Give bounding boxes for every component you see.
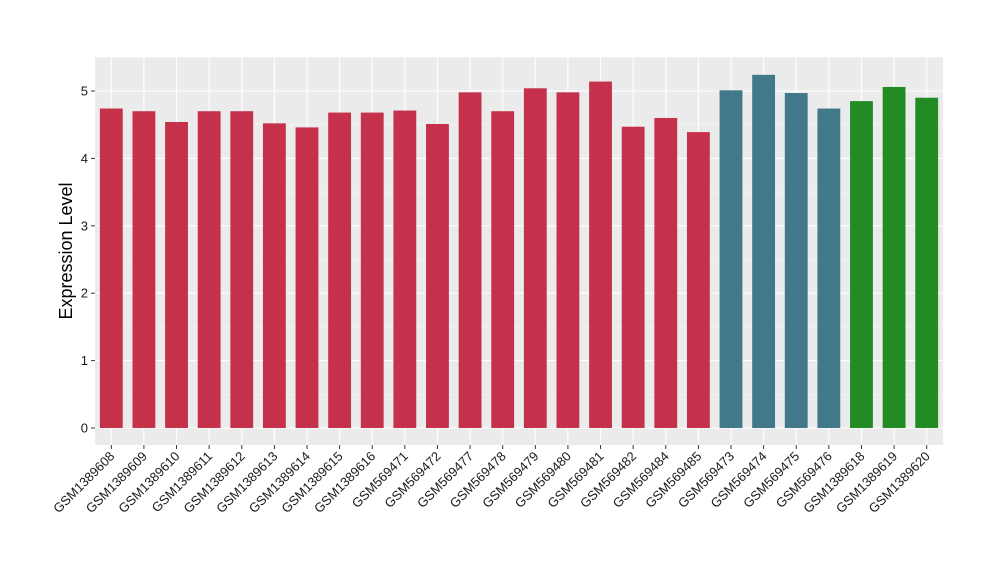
- bar-GSM1389619: [882, 86, 906, 429]
- bar-GSM1389618: [850, 101, 873, 429]
- y-tick-label: 3: [81, 218, 88, 233]
- bar-GSM1389609: [132, 111, 156, 428]
- bar-GSM569473: [719, 90, 743, 429]
- bar-GSM1389611: [197, 111, 221, 428]
- bar-GSM569474: [752, 74, 776, 428]
- y-tick-label: 5: [81, 84, 88, 99]
- bar-GSM1389620: [915, 97, 939, 429]
- y-tick-label: 4: [81, 151, 88, 166]
- y-axis-title: Expression Level: [56, 182, 76, 319]
- plot-panel: [95, 57, 943, 445]
- bar-GSM1389615: [328, 112, 352, 429]
- bar-GSM569478: [491, 111, 515, 428]
- bar-GSM569482: [621, 126, 645, 429]
- y-axis: 0 1 2 3 4 5: [81, 84, 95, 436]
- bar-GSM1389613: [262, 123, 286, 429]
- y-tick-label: 2: [81, 286, 88, 301]
- bar-GSM569475: [784, 93, 808, 428]
- bar-GSM569480: [556, 92, 580, 429]
- bar-GSM569479: [523, 88, 547, 428]
- bar-GSM1389612: [230, 111, 254, 428]
- bar-GSM569484: [654, 117, 678, 429]
- bar-GSM569485: [686, 132, 710, 428]
- bar-GSM569471: [393, 110, 417, 429]
- bar-GSM569472: [426, 124, 449, 428]
- x-axis: GSM1389608GSM1389609GSM1389610GSM1389611…: [50, 445, 933, 516]
- bar-GSM1389608: [99, 108, 123, 429]
- bar-GSM569477: [458, 92, 482, 429]
- bar-GSM1389614: [295, 127, 319, 428]
- bar-GSM1389616: [360, 112, 384, 429]
- bar-GSM1389610: [165, 122, 188, 428]
- y-tick-label: 1: [81, 353, 88, 368]
- bar-GSM569476: [817, 108, 841, 429]
- bar-GSM569481: [589, 81, 612, 429]
- y-tick-label: 0: [81, 421, 88, 436]
- bars: [99, 74, 939, 429]
